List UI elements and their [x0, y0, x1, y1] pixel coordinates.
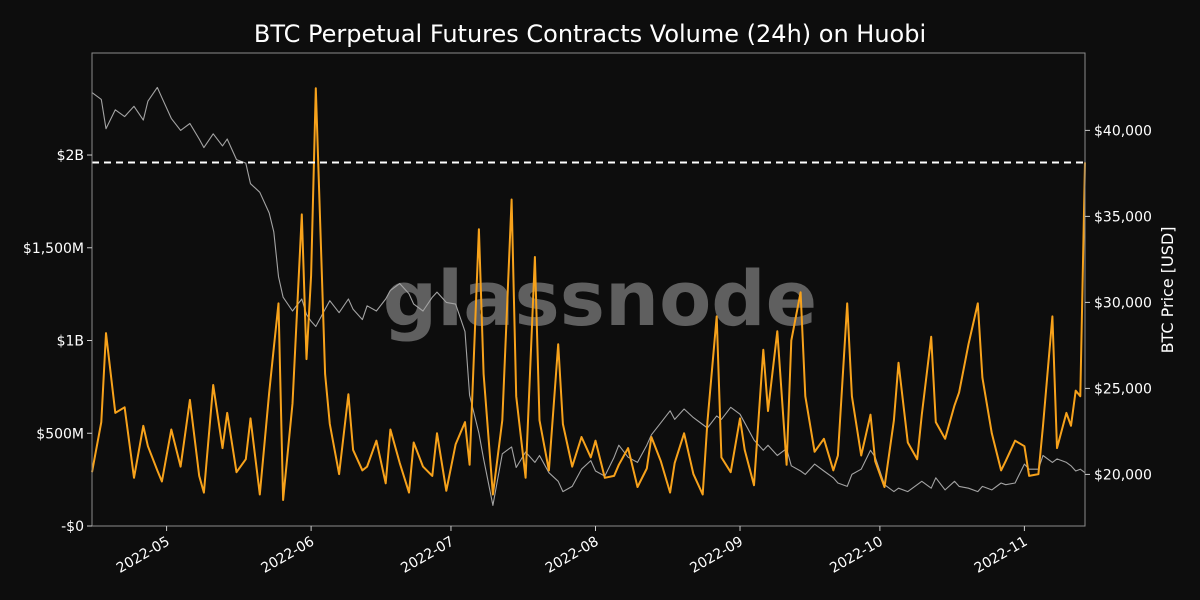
y-right-tick-label: $30,000 [1094, 295, 1152, 311]
price-series-line [91, 86, 1086, 506]
y-left-tick-label: $1B [57, 334, 84, 350]
y-left-tick-label: $2B [57, 148, 84, 164]
chart-title: BTC Perpetual Futures Contracts Volume (… [254, 20, 926, 48]
y-right-tick-label: $35,000 [1094, 209, 1152, 225]
volume-series-line [91, 87, 1086, 501]
y-left-tick-label: $1,500M [23, 241, 84, 257]
plot-frame [91, 52, 1086, 527]
y-axis-left: -$0 $500M $1B $1,500M $2B [23, 148, 92, 535]
y-left-tick-label: $500M [36, 426, 84, 442]
y-right-tick-label: $40,000 [1094, 123, 1152, 139]
volume-layer [91, 87, 1086, 501]
y-right-tick-label: $20,000 [1094, 467, 1152, 483]
y-axis-right: $20,000 $25,000 $30,000 $35,000 $40,000 [1085, 123, 1152, 483]
y-left-tick-label: -$0 [61, 519, 84, 535]
right-axis-title: BTC Price [USD] [1158, 227, 1177, 354]
y-right-tick-label: $25,000 [1094, 381, 1152, 397]
watermark: glassnode [383, 254, 817, 343]
price-layer [91, 86, 1086, 506]
